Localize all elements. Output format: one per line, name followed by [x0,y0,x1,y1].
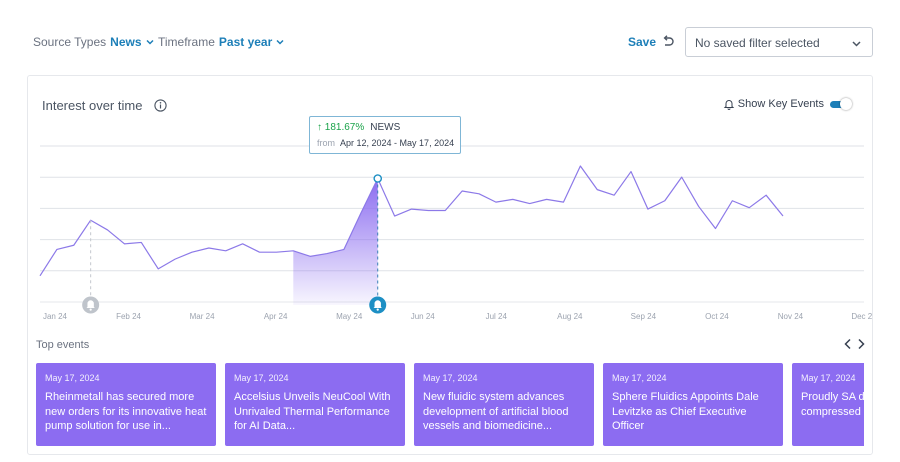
chart-tooltip: ↑ 181.67% NEWS from Apr 12, 2024 - May 1… [309,116,461,154]
event-card[interactable]: May 17, 2024 Proudly SA d manufacture co… [792,363,864,446]
event-headline: Rheinmetall has secured more new orders … [45,391,207,432]
event-date: May 17, 2024 [234,373,289,383]
chevron-down-icon [852,41,861,47]
saved-filter-value: No saved filter selected [695,36,820,50]
bell-clapper [376,308,379,311]
tooltip-change: ↑ 181.67% [317,122,365,133]
event-headline: Accelsius Unveils NeuCool With Unrivaled… [234,391,391,432]
x-tick-label: Nov 24 [778,312,804,321]
tooltip-range: Apr 12, 2024 - May 17, 2024 [340,138,455,148]
show-key-events-toggle[interactable] [830,98,852,110]
source-types-value: News [110,35,142,49]
x-tick-label: Apr 24 [264,312,288,321]
timeframe-filter[interactable]: Timeframe Past year [158,35,285,49]
x-tick-label: Feb 24 [116,312,141,321]
card-title: Interest over time [42,98,143,113]
event-headline: Proudly SA d manufacture compressed [801,391,864,418]
event-card[interactable]: May 17, 2024 Accelsius Unveils NeuCool W… [225,363,405,446]
source-types-label: Source Types [33,35,107,49]
series-line [39,165,784,277]
tooltip-change-value: 181.67% [324,122,365,133]
event-card[interactable]: May 17, 2024 Rheinmetall has secured mor… [36,363,216,446]
event-headline: Sphere Fluidics Appoints Dale Levitzke a… [612,391,759,432]
event-date: May 17, 2024 [45,373,100,383]
highlight-area [293,178,378,305]
x-tick-label: Dec 24 [851,312,873,321]
timeframe-value: Past year [218,35,273,49]
x-tick-label: Aug 24 [557,312,583,321]
top-events-list: May 17, 2024 Rheinmetall has secured mor… [36,363,864,446]
x-tick-label: Jul 24 [486,312,508,321]
toggle-knob [840,98,852,110]
event-card[interactable]: May 17, 2024 New fluidic system advances… [414,363,594,446]
event-headline: New fluidic system advances development … [423,391,569,432]
tooltip-from-label: from [317,138,335,148]
bell-icon [723,100,734,110]
interest-chart: Jan 24 Feb 24 Mar 24 Apr 24 May 24 Jun 24 Jul … [39,145,873,321]
bell-icon [86,300,95,308]
source-types-filter[interactable]: Source Types News [33,35,155,49]
hover-point [373,174,383,183]
tooltip-category: NEWS [370,122,401,133]
timeframe-label: Timeframe [158,35,215,49]
event-date: May 17, 2024 [801,373,856,383]
saved-filter-select[interactable]: No saved filter selected [685,27,873,57]
x-tick-label: Sep 24 [631,312,657,321]
info-icon[interactable] [154,99,167,112]
x-tick-label: Jun 24 [411,312,436,321]
x-tick-label: Mar 24 [190,312,215,321]
event-date: May 17, 2024 [612,373,667,383]
chevron-down-icon [276,39,284,45]
chevron-left-icon[interactable] [842,337,854,351]
bell-icon [373,300,382,308]
x-tick-label: Oct 24 [705,312,729,321]
top-events-title: Top events [36,339,90,351]
undo-icon[interactable] [660,34,676,50]
save-button[interactable]: Save [628,35,657,49]
event-card[interactable]: May 17, 2024 Sphere Fluidics Appoints Da… [603,363,783,446]
bell-clapper [89,308,92,311]
show-key-events: Show Key Events [723,98,852,110]
event-date: May 17, 2024 [423,373,478,383]
x-tick-label: Jan 24 [43,312,68,321]
x-tick-label: May 24 [336,312,363,321]
chevron-right-icon[interactable] [855,337,867,351]
interest-over-time-card: Interest over time Show Key Events Jan 2… [27,75,873,455]
show-key-events-label: Show Key Events [737,98,824,110]
chevron-down-icon [145,39,154,45]
